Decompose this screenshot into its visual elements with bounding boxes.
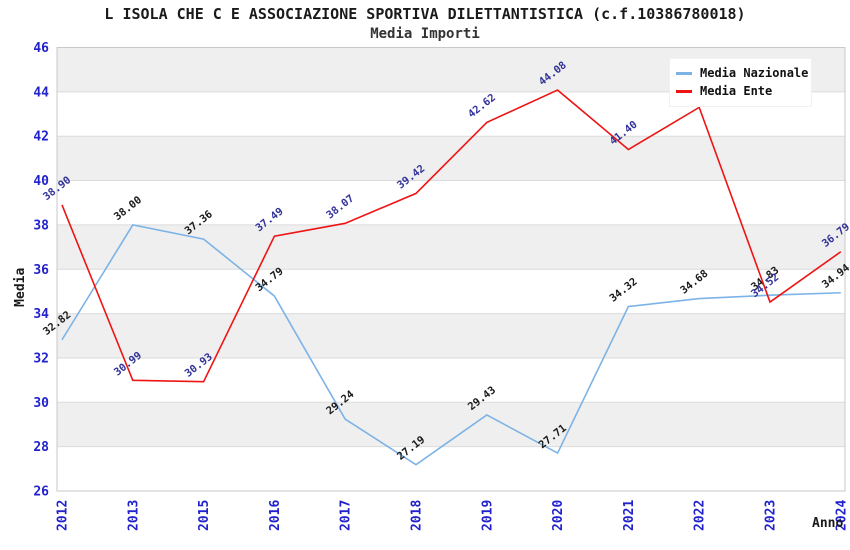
y-tick-label: 40 xyxy=(33,174,49,189)
y-tick-label: 28 xyxy=(33,440,49,455)
series-line-media-nazionale xyxy=(61,224,841,466)
plot-band xyxy=(57,224,845,270)
legend: Media Nazionale Media Ente xyxy=(669,58,812,107)
y-tick-label: 42 xyxy=(33,130,49,145)
legend-line-icon xyxy=(676,71,692,75)
x-axis-title: Anno xyxy=(812,516,843,531)
x-tick-label: 2019 xyxy=(480,500,495,531)
y-axis-title: Media xyxy=(13,268,28,307)
series-line-media-ente xyxy=(61,89,842,383)
legend-label: Media Ente xyxy=(700,84,773,98)
x-tick-label: 2022 xyxy=(693,500,708,531)
x-axis-ticks: 2012 2013 2015 2016 2017 2018 2019 2020 2021 2022… xyxy=(56,500,850,531)
x-tick-label: 2017 xyxy=(339,500,354,531)
y-tick-label: 32 xyxy=(33,351,49,366)
y-axis-ticks: 26 28 30 32 34 36 38 40 42 44 46 xyxy=(33,41,49,500)
legend-item-media-nazionale: Media Nazionale xyxy=(676,64,809,82)
x-tick-label: 2013 xyxy=(126,500,141,531)
chart-title: L ISOLA CHE C E ASSOCIAZIONE SPORTIVA DI… xyxy=(104,5,746,23)
y-tick-label: 44 xyxy=(33,85,49,100)
x-tick-label: 2016 xyxy=(268,500,283,531)
y-tick-label: 34 xyxy=(33,307,49,322)
x-tick-label: 2021 xyxy=(622,500,637,531)
legend-label: Media Nazionale xyxy=(700,66,809,80)
y-tick-label: 46 xyxy=(33,41,49,56)
x-tick-label: 2012 xyxy=(56,500,71,531)
x-tick-label: 2023 xyxy=(764,500,779,531)
x-tick-label: 2015 xyxy=(197,500,212,531)
x-tick-label: 2020 xyxy=(551,500,566,531)
plot-band xyxy=(57,313,845,358)
y-tick-label: 26 xyxy=(33,485,49,500)
legend-line-icon xyxy=(676,89,692,93)
y-tick-label: 36 xyxy=(33,263,49,278)
y-tick-label: 38 xyxy=(33,218,49,233)
legend-item-media-ente: Media Ente xyxy=(676,82,805,100)
chart-subtitle: Media Importi xyxy=(370,26,480,42)
plot-border xyxy=(56,47,846,492)
x-tick-label: 2018 xyxy=(410,500,425,531)
plot-bands xyxy=(57,47,845,447)
x-tick-label: 2024 xyxy=(834,500,849,531)
y-tick-label: 30 xyxy=(33,396,49,411)
